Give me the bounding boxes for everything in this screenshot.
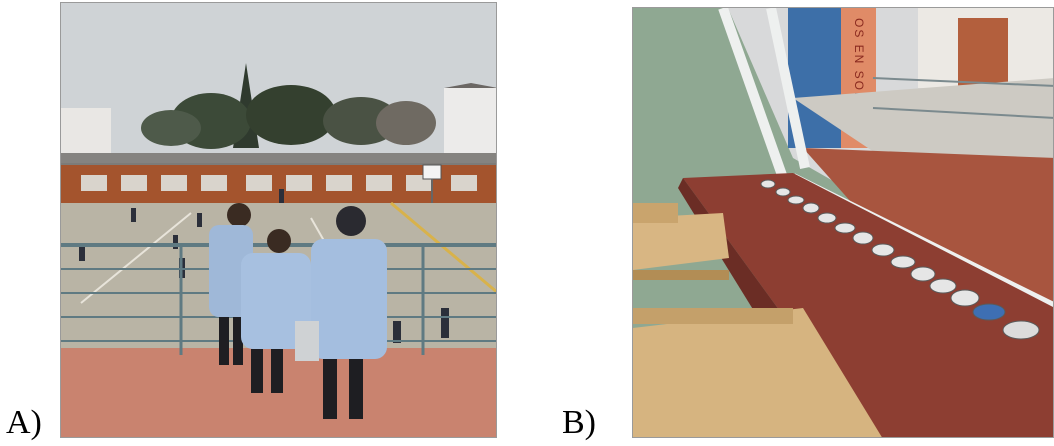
marble-sill <box>683 173 1053 437</box>
outside-railing <box>872 77 1053 119</box>
photo-a-schoolyard <box>60 2 497 438</box>
schoolyard-scene <box>61 3 496 437</box>
seedling-cups <box>760 179 1040 340</box>
children-at-railing <box>209 203 387 419</box>
panel-a-label: A) <box>6 404 42 441</box>
building-right <box>444 88 496 163</box>
trees <box>141 63 436 149</box>
window-sill-scene: OS EN SORIA <box>633 8 1053 437</box>
long-building-windows <box>81 175 477 191</box>
panel-b-label: B) <box>562 404 596 441</box>
photo-b-classroom-window: OS EN SORIA <box>632 7 1054 438</box>
desks <box>633 203 882 437</box>
terrace-outside <box>803 148 1053 308</box>
basketball-hoop <box>422 164 442 180</box>
